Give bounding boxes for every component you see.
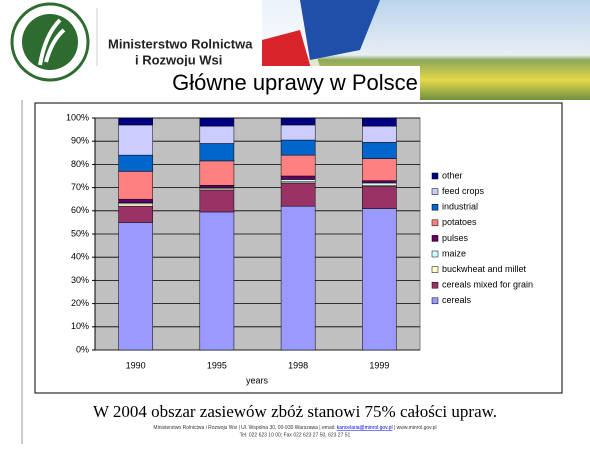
logo-wheat <box>38 18 66 66</box>
bar-segment <box>280 182 316 207</box>
chart: 0% 10% 20% 30% 40% 50% 60% 70% 80% 90% 100% 1990 199… <box>66 112 533 370</box>
y-tick-label: 80% <box>71 159 89 169</box>
bar-segment <box>118 205 153 223</box>
bar-segment <box>199 160 235 186</box>
bar-segment <box>362 208 397 351</box>
legend-swatch <box>431 281 439 289</box>
x-tick-label: 1995 <box>207 360 227 370</box>
legend-swatch <box>431 219 439 227</box>
footer-line2: Tel. 022 623 10 00; Fax 022 623 27 50, 6… <box>240 432 351 438</box>
bar-segment <box>280 205 316 351</box>
bar-segment <box>280 117 316 126</box>
legend-swatch <box>431 297 439 305</box>
legend-swatch <box>431 203 439 211</box>
footer-text: | www.minrol.gov.pl <box>393 425 437 431</box>
bar-segment <box>362 142 397 159</box>
legend-label: feed crops <box>442 186 485 196</box>
bar-segment <box>280 175 316 180</box>
bar-segment <box>118 171 153 200</box>
x-tick-label: 1990 <box>126 360 146 370</box>
bar-segment <box>118 222 153 351</box>
legend-label: cereals <box>442 295 472 305</box>
legend-label: maize <box>442 248 466 258</box>
org-name: Ministerstwo Rolnictwa <box>108 36 253 51</box>
legend-label: industrial <box>442 202 478 212</box>
bar-segment <box>199 185 235 188</box>
bar-segment <box>362 117 397 127</box>
y-tick-label: 40% <box>71 252 89 262</box>
bar-segment <box>362 186 397 209</box>
y-tick-label: 50% <box>71 228 89 238</box>
caption: W 2004 obszar zasiewów zbóż stanowi 75% … <box>93 402 497 421</box>
eu-flag <box>300 0 380 60</box>
legend-label: buckwheat and millet <box>442 264 527 274</box>
footer-email[interactable]: kancelaria@minrol.gov.pl <box>337 425 393 431</box>
y-tick-label: 30% <box>71 275 89 285</box>
footer-line1: Ministerstwo Rolnictwa i Rozwoju Wsi | U… <box>153 425 436 431</box>
y-tick-label: 20% <box>71 298 89 308</box>
bar-segment <box>362 158 397 181</box>
bar-segment <box>362 182 397 186</box>
bar-segment <box>118 154 153 172</box>
bar-segment <box>199 117 235 127</box>
x-tick-label: 1998 <box>288 360 308 370</box>
bar-segment <box>280 139 316 156</box>
bar-segment <box>118 117 153 126</box>
legend-label: cereals mixed for grain <box>442 280 533 290</box>
footer-text: Ministerstwo Rolnictwa i Rozwoju Wsi | U… <box>153 425 336 431</box>
y-tick-label: 0% <box>76 344 89 354</box>
legend-swatch <box>431 172 439 180</box>
legend-label: potatoes <box>442 217 477 227</box>
x-axis-label: years <box>246 375 269 385</box>
bar-segment <box>362 125 397 143</box>
title-bg <box>95 66 420 100</box>
legend-swatch <box>431 188 439 195</box>
slide-title: Główne uprawy w Polsce <box>172 70 418 95</box>
legend-label: other <box>442 170 463 180</box>
bar-segment <box>118 124 153 156</box>
bar-segment <box>280 154 316 177</box>
bar-segment <box>118 203 153 207</box>
logo-inner <box>22 14 78 70</box>
bar-segment <box>199 143 235 162</box>
bar-segment <box>280 124 316 141</box>
legend-swatch <box>431 235 439 242</box>
y-tick-label: 60% <box>71 205 89 215</box>
y-tick-label: 90% <box>71 136 89 146</box>
x-tick-label: 1999 <box>369 360 389 370</box>
org-name-2: i Rozwoju Wsi <box>135 52 222 67</box>
y-tick-label: 100% <box>66 112 89 122</box>
bar-segment <box>199 125 235 144</box>
bar-segment <box>118 198 153 203</box>
bar-segment <box>199 211 235 351</box>
legend-swatch <box>431 266 439 273</box>
bar-segment <box>199 189 235 213</box>
bar-segment <box>280 179 316 183</box>
bar-segment <box>362 180 397 184</box>
header-bg <box>95 0 262 72</box>
y-tick-label: 10% <box>71 321 89 331</box>
legend-swatch <box>431 250 439 258</box>
legend-label: pulses <box>442 233 469 243</box>
y-tick-label: 70% <box>71 182 89 192</box>
